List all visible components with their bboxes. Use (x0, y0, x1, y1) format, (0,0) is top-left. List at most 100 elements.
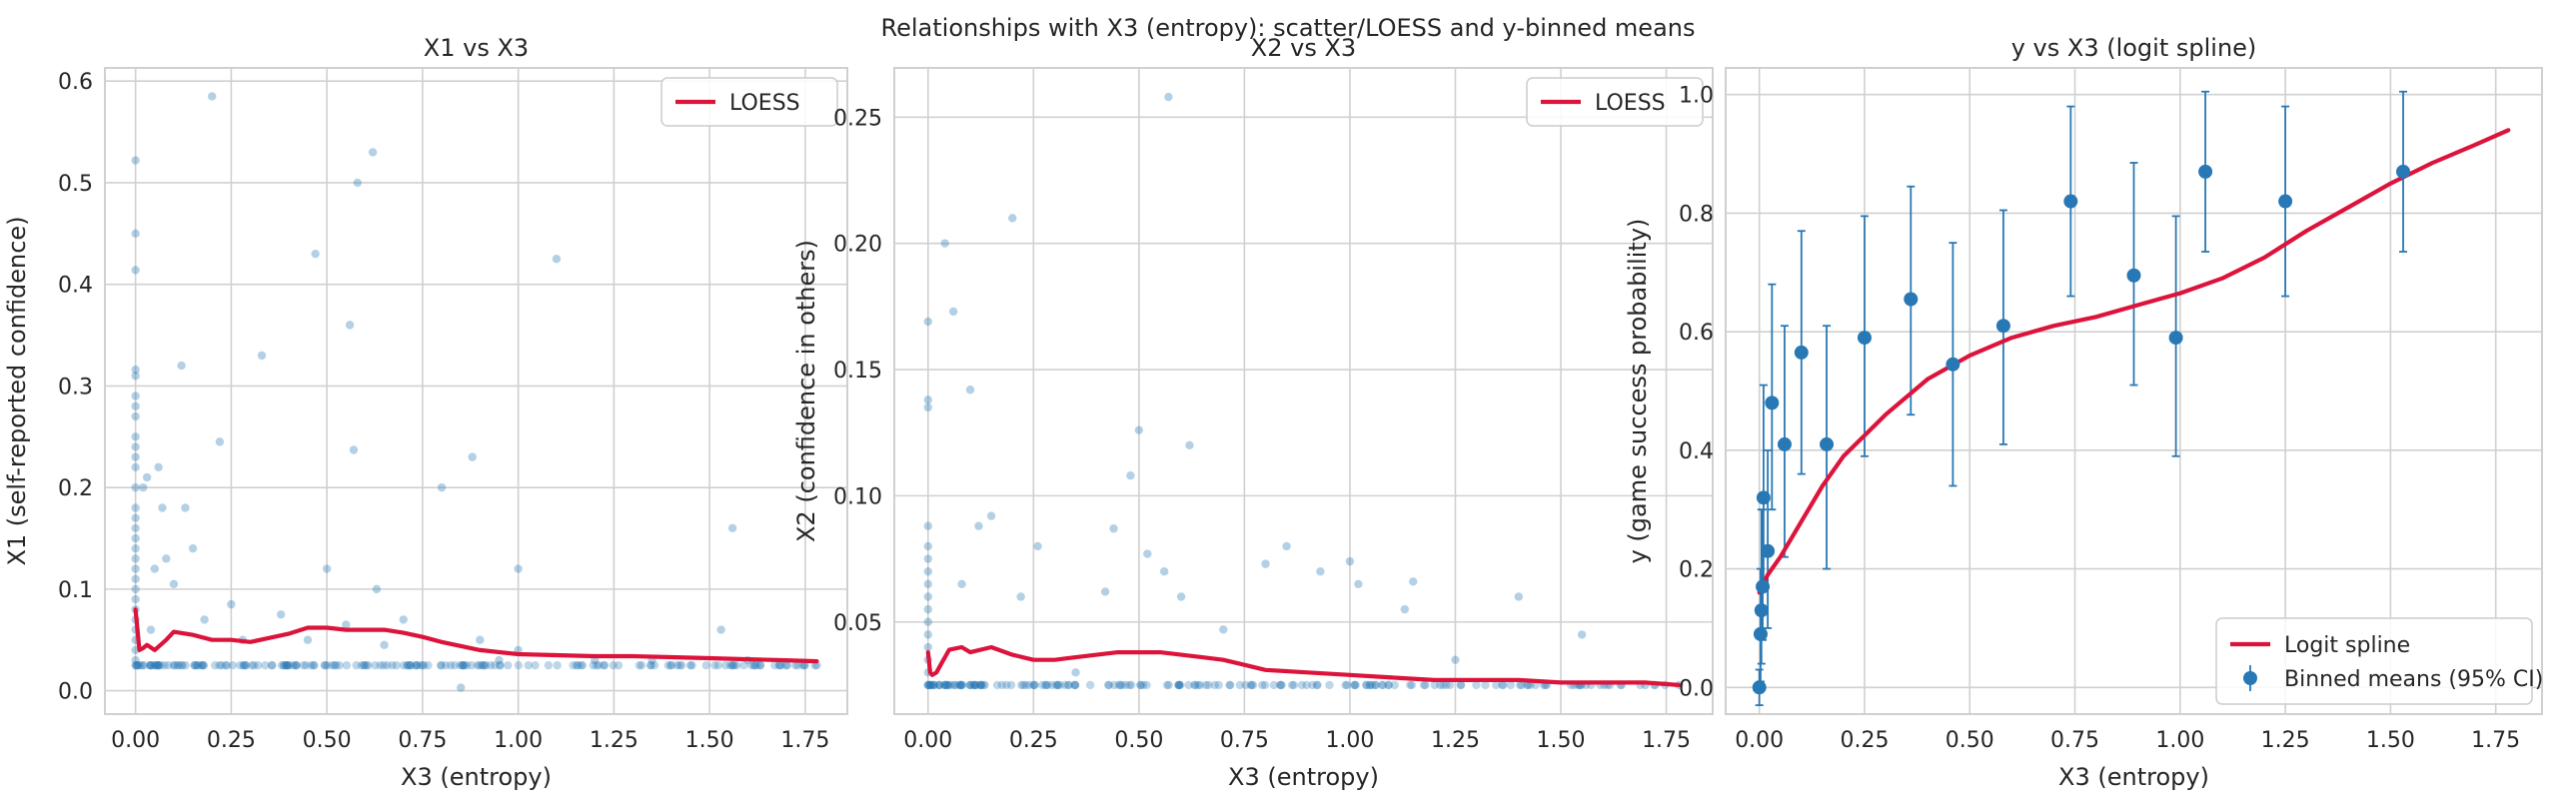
scatter-point (131, 523, 140, 533)
scatter-point (211, 660, 220, 670)
scatter-point (1235, 680, 1245, 690)
x-tick-label: 0.75 (1220, 728, 1269, 753)
binned-mean-point (2198, 164, 2213, 179)
y-tick-label: 0.6 (1679, 321, 1714, 346)
scatter-point (577, 660, 586, 670)
scatter-point (178, 660, 187, 670)
scatter-point (424, 660, 433, 670)
scatter-point (1021, 680, 1030, 690)
x-tick-label: 0.50 (1945, 728, 1994, 753)
scatter-point (131, 365, 140, 375)
scatter-point (950, 680, 959, 690)
legend-box (2215, 617, 2533, 705)
scatter-point (721, 660, 730, 670)
scatter-point (923, 630, 932, 639)
scatter-point (755, 660, 765, 670)
scatter-point (362, 660, 371, 670)
scatter-point (301, 660, 311, 670)
x-tick-label: 0.00 (1735, 728, 1784, 753)
scatter-point (321, 660, 330, 670)
scatter-point (1204, 680, 1213, 690)
scatter-point (406, 660, 415, 670)
scatter-point (956, 680, 965, 690)
scatter-point (524, 660, 533, 670)
scatter-point (1043, 680, 1052, 690)
scatter-point (154, 660, 163, 670)
scatter-point (322, 564, 332, 573)
scatter-point (496, 660, 505, 670)
y-tick-label: 0.3 (58, 375, 93, 400)
binned-mean-point (2278, 194, 2293, 209)
scatter-point (198, 660, 207, 670)
scatter-point (1308, 680, 1317, 690)
y-tick-label: 0.25 (833, 106, 882, 131)
scatter-point (284, 660, 293, 670)
fit-line (133, 607, 819, 664)
scatter-point (1201, 680, 1211, 690)
legend-label: LOESS (1595, 91, 1666, 116)
scatter-point (1261, 559, 1270, 568)
scatter-point (467, 660, 476, 670)
scatter-point (360, 660, 369, 670)
scatter-point (1345, 556, 1355, 566)
scatter-point (1136, 680, 1145, 690)
y-axis-label: X1 (self-reported confidence) (3, 216, 31, 565)
scatter-point (215, 660, 224, 670)
scatter-point (134, 660, 143, 670)
scatter-point (307, 660, 316, 670)
scatter-point (282, 660, 291, 670)
y-tick-label: 0.05 (833, 611, 882, 636)
x-tick-label: 0.50 (303, 728, 352, 753)
scatter-point (942, 680, 951, 690)
scatter-point (228, 660, 238, 670)
scatter-point (303, 635, 313, 644)
x-tick-label: 0.00 (111, 728, 160, 753)
scatter-point (353, 178, 362, 188)
scatter-point (752, 660, 761, 670)
scatter-point (1506, 680, 1515, 690)
scatter-point (131, 503, 140, 512)
scatter-point (600, 660, 610, 670)
scatter-point (746, 660, 756, 670)
scatter-point (1176, 680, 1185, 690)
scatter-point (1407, 680, 1417, 690)
scatter-point (154, 660, 163, 670)
scatter-point (1282, 541, 1291, 551)
scatter-point (399, 660, 409, 670)
scatter-point (475, 660, 485, 670)
scatter-point (450, 660, 460, 670)
scatter-point (1019, 680, 1028, 690)
scatter-point (1499, 680, 1508, 690)
scatter-point (476, 635, 485, 644)
scatter-point (923, 317, 932, 327)
scatter-point (923, 642, 932, 652)
scatter-point (781, 660, 790, 670)
scatter-point (770, 660, 779, 670)
scatter-point (1523, 680, 1532, 690)
scatter-point (288, 660, 298, 670)
scatter-point (774, 660, 784, 670)
scatter-point (192, 660, 202, 670)
plot-frame (1725, 67, 2543, 715)
scatter-point (131, 392, 140, 401)
scatter-point (200, 615, 209, 624)
scatter-point (436, 660, 446, 670)
scatter-point (371, 660, 380, 670)
x-tick-label: 1.00 (2155, 728, 2204, 753)
scatter-point (1287, 680, 1297, 690)
scatter-point (335, 660, 344, 670)
scatter-point (970, 680, 980, 690)
scatter-point (614, 660, 624, 670)
scatter-point (1162, 680, 1172, 690)
y-tick-label: 0.10 (833, 484, 882, 509)
binned-mean-point (1753, 626, 1768, 641)
scatter-point (399, 615, 408, 624)
scatter-point (1390, 680, 1399, 690)
scatter-point (986, 511, 996, 520)
scatter-point (164, 660, 173, 670)
scatter-point (1175, 680, 1184, 690)
scatter-point (412, 660, 421, 670)
x-axis-label: X3 (entropy) (401, 763, 552, 791)
x-tick-label: 1.25 (590, 728, 639, 753)
